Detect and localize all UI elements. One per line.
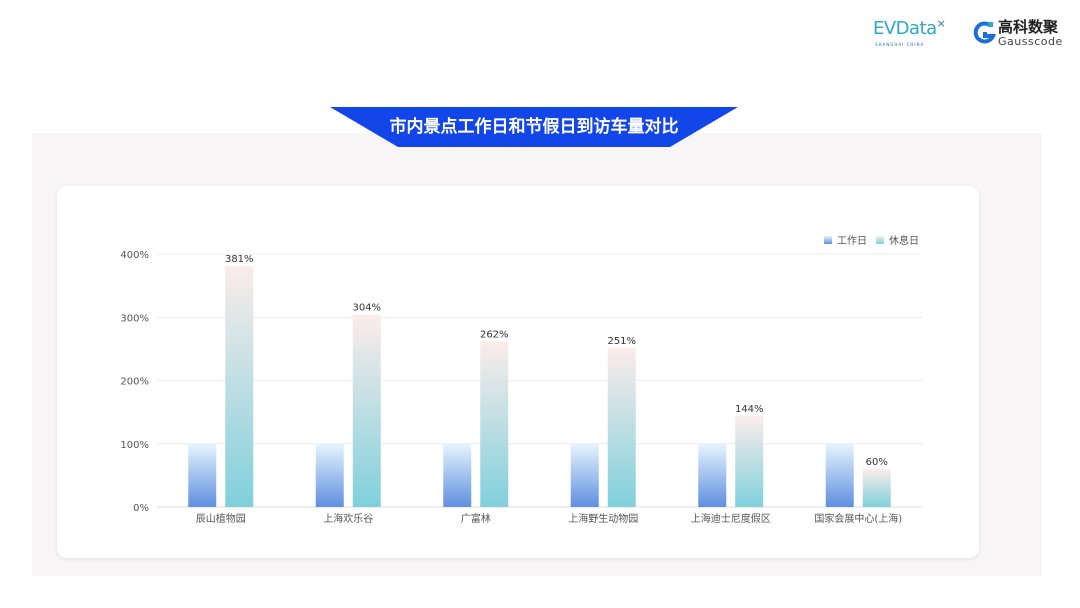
bar-workday [315, 443, 344, 507]
evdata-logo-subtitle: SHANGHAI CHINA [875, 42, 925, 47]
bar-rest [352, 314, 381, 507]
chart-title: 市内景点工作日和节假日到访车量对比 [389, 117, 679, 137]
bar-rest [862, 469, 891, 507]
x-tick-label: 国家会展中心(上海) [814, 512, 902, 525]
x-tick-label: 辰山植物园 [196, 512, 246, 525]
x-tick-label: 上海野生动物园 [568, 512, 638, 525]
data-label: 60% [866, 457, 888, 468]
y-tick-label: 400% [120, 250, 149, 261]
bar-rest [225, 266, 254, 507]
gausscode-logo-en: Gausscode [998, 35, 1063, 48]
data-label: 251% [607, 336, 636, 347]
evdata-logo-x-mark: × [936, 17, 946, 30]
evdata-logo: EVData× [873, 17, 946, 40]
x-tick-label: 上海迪士尼度假区 [691, 512, 771, 525]
data-label: 381% [225, 254, 254, 265]
y-tick-label: 100% [120, 440, 149, 451]
y-tick-label: 300% [120, 313, 149, 324]
bar-workday [825, 443, 854, 507]
evdata-logo-text: EVData [873, 18, 937, 39]
bar-workday [570, 443, 599, 507]
y-tick-label: 200% [120, 377, 149, 388]
legend-swatch-rest [876, 236, 884, 244]
data-label: 262% [480, 329, 509, 340]
bar-workday [698, 443, 727, 507]
bar-rest [607, 348, 636, 507]
legend-swatch-workday [824, 236, 832, 244]
data-label: 304% [352, 303, 381, 314]
x-tick-label: 广富林 [461, 512, 491, 525]
legend-label-workday: 工作日 [837, 235, 867, 247]
gausscode-logo-icon [973, 21, 997, 44]
title-banner [330, 107, 738, 147]
bar-workday [443, 443, 472, 507]
x-tick-label: 上海欢乐谷 [323, 512, 373, 525]
y-tick-label: 0% [133, 503, 149, 514]
gausscode-logo-cn: 高科数聚 [998, 18, 1059, 36]
bar-rest [735, 415, 764, 507]
bar-rest [480, 341, 509, 507]
legend-label-rest: 休息日 [889, 234, 919, 247]
data-label: 144% [735, 404, 764, 415]
bar-workday [188, 443, 217, 507]
